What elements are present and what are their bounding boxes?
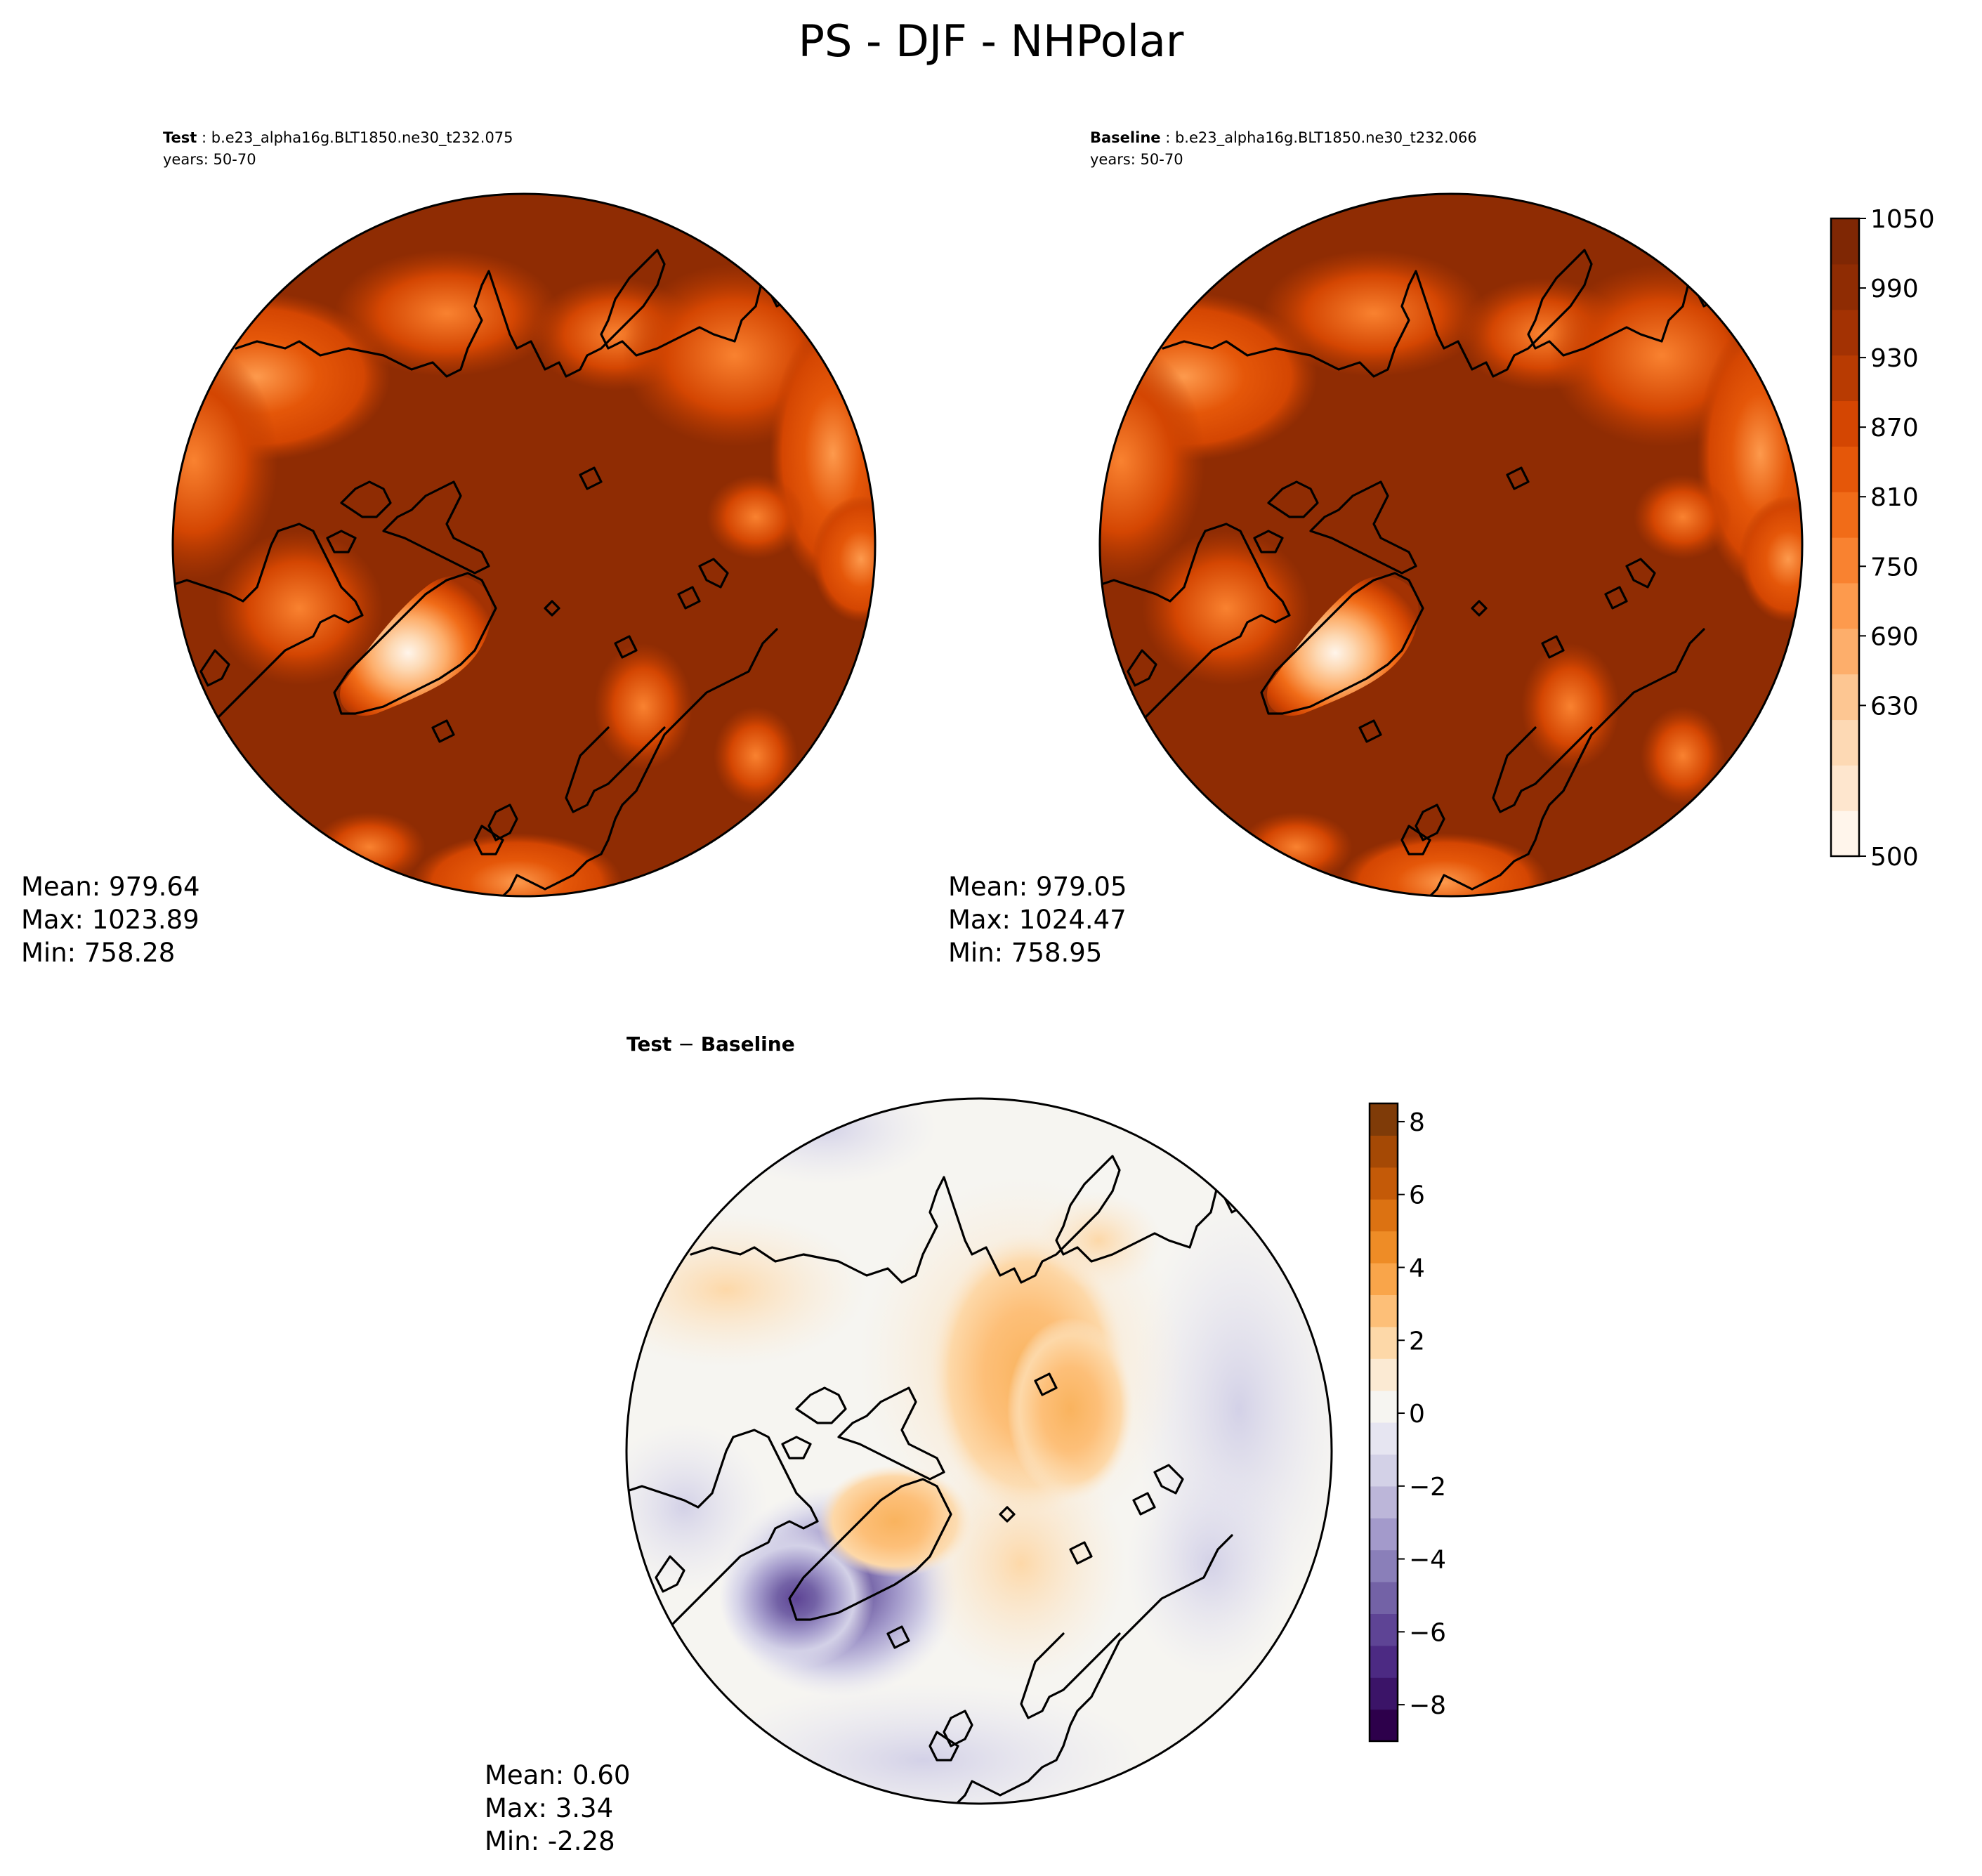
diff-colorbar-segment	[1370, 1390, 1398, 1423]
diff-stat-mean: Mean: 0.60	[485, 1760, 630, 1790]
diff-colorbar-frame	[1368, 1102, 1399, 1743]
diff-colorbar-tick-label: 2	[1409, 1327, 1425, 1356]
ps-colorbar-frame	[1830, 217, 1860, 858]
ps-colorbar-tick-label: 990	[1870, 275, 1919, 303]
diff-colorbar-segment	[1370, 1485, 1398, 1518]
ps-colorbar-segment	[1831, 446, 1859, 492]
ps-colorbar: 500 630 690 750 810 870 930 990 1050	[1830, 205, 1935, 872]
ps-colorbar-tick-label: 870	[1870, 414, 1919, 442]
diff-colorbar-tick-label: −6	[1409, 1618, 1446, 1647]
ps-colorbar-segment	[1831, 674, 1859, 721]
ps-colorbar-segment	[1831, 628, 1859, 675]
baseline-stat-mean: Mean: 979.05	[948, 872, 1127, 902]
diff-map-boundary	[625, 1097, 1333, 1805]
test-ps-field	[173, 194, 875, 896]
ps-colorbar-tick-label: 630	[1870, 692, 1919, 721]
diff-colorbar-tick-label: 0	[1409, 1400, 1425, 1429]
ps-colorbar-segment	[1831, 263, 1859, 310]
diff-colorbar-segment	[1370, 1613, 1398, 1646]
diff-map	[625, 1097, 1333, 1805]
test-map	[171, 192, 877, 898]
baseline-map-boundary	[1098, 192, 1804, 898]
test-stat-mean: Mean: 979.64	[21, 872, 200, 902]
baseline-ps-field	[1100, 194, 1802, 896]
diff-panel: Test − Baseline	[485, 1032, 1333, 1856]
ps-colorbar-segment	[1831, 765, 1859, 811]
baseline-panel-label: Baseline	[1090, 129, 1161, 146]
diff-colorbar-tick-label: −2	[1409, 1473, 1446, 1502]
ps-colorbar-segment	[1831, 355, 1859, 402]
diff-colorbar-segment	[1370, 1199, 1398, 1232]
test-panel: Test : b.e23_alpha16g.BLT1850.ne30_t232.…	[21, 129, 877, 968]
ps-colorbar-tick-label: 810	[1870, 483, 1919, 512]
diff-colorbar-segment	[1370, 1167, 1398, 1200]
diff-colorbar-segment	[1370, 1135, 1398, 1168]
ps-colorbar-tick-label: 1050	[1870, 205, 1935, 234]
diff-stat-max: Max: 3.34	[485, 1793, 613, 1823]
diff-colorbar-segment	[1370, 1709, 1398, 1742]
diff-colorbar-tick-label: 8	[1409, 1108, 1425, 1137]
baseline-panel-title: Baseline : b.e23_alpha16g.BLT1850.ne30_t…	[1090, 129, 1477, 147]
diff-colorbar-tick-label: −4	[1409, 1546, 1446, 1575]
diff-label-operator: −	[671, 1032, 700, 1056]
baseline-panel-years: years: 50-70	[1090, 151, 1183, 168]
diff-stat-min: Min: -2.28	[485, 1826, 615, 1856]
diff-colorbar-segment	[1370, 1645, 1398, 1678]
ps-colorbar-segment	[1831, 582, 1859, 629]
diff-colorbar-segment	[1370, 1422, 1398, 1455]
ps-colorbar-tick-label: 690	[1870, 622, 1919, 651]
diff-panel-title: Test − Baseline	[626, 1032, 795, 1056]
ps-colorbar-segment	[1831, 309, 1859, 356]
diff-colorbar-segment	[1370, 1549, 1398, 1582]
diff-colorbar: −8 −6 −4 −2 0 2 4 6 8	[1368, 1102, 1446, 1743]
diff-colorbar-segment	[1370, 1677, 1398, 1710]
diff-colorbar-segment	[1370, 1103, 1398, 1136]
test-map-boundary	[171, 192, 877, 898]
diff-colorbar-segment	[1370, 1231, 1398, 1264]
baseline-panel: Baseline : b.e23_alpha16g.BLT1850.ne30_t…	[948, 129, 1804, 968]
test-stat-min: Min: 758.28	[21, 938, 175, 968]
diff-colorbar-segment	[1370, 1518, 1398, 1551]
test-stat-max: Max: 1023.89	[21, 905, 199, 935]
diff-colorbar-tick-label: 4	[1409, 1254, 1425, 1283]
diff-label-test: Test	[626, 1032, 671, 1056]
ps-colorbar-tick-label: 750	[1870, 553, 1919, 582]
ps-colorbar-segment	[1831, 492, 1859, 538]
diff-colorbar-segment	[1370, 1263, 1398, 1295]
ps-colorbar-segment	[1831, 537, 1859, 584]
test-panel-title: Test : b.e23_alpha16g.BLT1850.ne30_t232.…	[163, 129, 513, 147]
diff-stats: Mean: 0.60 Max: 3.34 Min: -2.28	[485, 1760, 638, 1856]
test-panel-years: years: 50-70	[163, 151, 256, 168]
diff-colorbar-segment	[1370, 1326, 1398, 1359]
baseline-stat-max: Max: 1024.47	[948, 905, 1127, 935]
figure-title: PS - DJF - NHPolar	[799, 15, 1184, 67]
diff-colorbar-tick-label: −8	[1409, 1691, 1446, 1720]
baseline-map	[1098, 192, 1804, 898]
diff-colorbar-segment	[1370, 1582, 1398, 1614]
ps-colorbar-segment	[1831, 218, 1859, 265]
baseline-panel-case: : b.e23_alpha16g.BLT1850.ne30_t232.066	[1161, 129, 1477, 147]
ps-colorbar-segment	[1831, 719, 1859, 766]
diff-colorbar-segment	[1370, 1294, 1398, 1327]
baseline-stats: Mean: 979.05 Max: 1024.47 Min: 758.95	[948, 872, 1135, 968]
test-panel-label: Test	[163, 129, 197, 146]
diff-colorbar-segment	[1370, 1358, 1398, 1391]
test-panel-case: : b.e23_alpha16g.BLT1850.ne30_t232.075	[197, 129, 513, 147]
ps-colorbar-tick-label: 930	[1870, 344, 1919, 373]
diff-label-baseline: Baseline	[701, 1032, 795, 1056]
test-stats: Mean: 979.64 Max: 1023.89 Min: 758.28	[21, 872, 208, 968]
ps-colorbar-segment	[1831, 400, 1859, 447]
diff-colorbar-tick-label: 6	[1409, 1181, 1425, 1210]
baseline-stat-min: Min: 758.95	[948, 938, 1102, 968]
ps-colorbar-segment	[1831, 811, 1859, 857]
diff-colorbar-segment	[1370, 1454, 1398, 1487]
ps-colorbar-tick-label: 500	[1870, 843, 1919, 872]
